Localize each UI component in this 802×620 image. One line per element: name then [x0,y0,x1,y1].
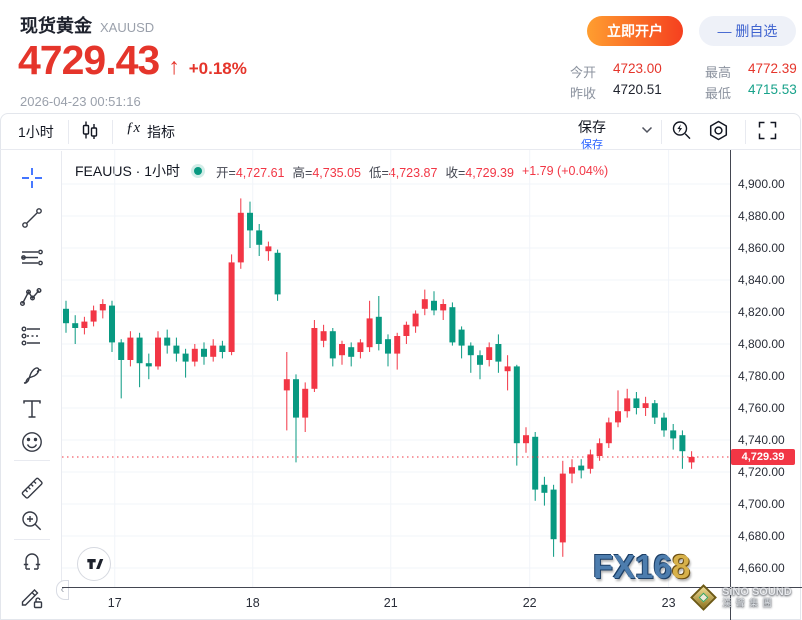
price-axis-label: 4,840.00 [738,273,785,287]
save-label: 保存 [578,119,606,135]
chevron-down-icon[interactable] [640,125,654,135]
magnet-tool-icon[interactable] [18,547,46,575]
symbol-header: 现货黄金 XAUUSD [20,12,154,38]
text-tool-icon[interactable] [18,395,46,423]
sidebar-divider [14,539,50,540]
stat-prevclose-label: 昨收 [570,86,597,101]
candlestick-chart[interactable] [62,150,730,587]
price-row: 4729.43 ↑ +0.18% [18,40,247,81]
chart-toolbar [0,114,800,150]
ruler-tool-icon[interactable] [18,474,46,502]
symbol-code: XAUUSD [100,20,155,35]
price-axis-label: 4,660.00 [738,561,785,575]
indicators-button[interactable]: 指标 [147,124,175,140]
change-percent: +0.18% [188,58,247,78]
legend-close: 收=4,729.39 [445,165,514,180]
chart-legend: FEAUUS · 1小时 开=4,727.61 高=4,735.05 低=4,7… [75,161,608,181]
settings-gear-icon[interactable] [707,119,730,142]
sino-sound-logo-icon [690,584,717,612]
time-axis-label: 21 [383,596,398,610]
sidebar-divider [14,460,50,461]
time-axis-label: 22 [522,596,537,610]
time-axis-line [62,587,802,588]
fx168-watermark: FX168 [593,548,691,585]
stat-high-value: 4772.39 [748,61,797,76]
up-arrow-icon: ↑ [168,53,180,80]
price-axis-label: 4,740.00 [738,433,785,447]
toolbar-divider [661,120,662,144]
price-axis-label: 4,680.00 [738,529,785,543]
sidebar-collapse-tab[interactable]: ‹ [56,580,69,600]
price-axis-label: 4,720.00 [738,465,785,479]
price-axis-label: 4,760.00 [738,401,785,415]
quick-search-icon[interactable] [670,119,693,142]
current-price-tag: 4,729.39 [731,448,795,465]
open-account-button[interactable]: 立即开户 [587,16,683,46]
crosshair-tool-icon[interactable] [18,164,46,192]
forecast-tool-icon[interactable] [18,322,46,350]
time-axis[interactable]: 17 18 21 22 23 [62,588,730,620]
save-button[interactable]: 保存 保存 [578,117,606,152]
drawing-tools-sidebar [1,151,62,609]
fullscreen-icon[interactable] [757,120,778,141]
price-axis-label: 4,800.00 [738,337,785,351]
time-axis-label: 17 [107,596,122,610]
toolbar-divider [112,120,113,144]
fx-icon[interactable]: ƒx [126,120,141,136]
stat-open-value: 4723.00 [613,61,662,76]
drawing-lock-tool-icon[interactable] [18,582,46,610]
stat-open-label: 今开 [570,65,597,80]
price-axis-line [730,150,731,620]
tradingview-logo-icon[interactable] [77,547,111,581]
time-axis-label: 18 [245,596,260,610]
price-axis-label: 4,780.00 [738,369,785,383]
remove-watchlist-button[interactable]: — 删自选 [699,16,796,46]
toolbar-divider [68,120,69,144]
price-axis-label: 4,900.00 [738,177,785,191]
price-axis-label: 4,880.00 [738,209,785,223]
trend-line-tool-icon[interactable] [18,204,46,232]
legend-change: +1.79 (+0.04%) [521,164,609,178]
toolbar-divider [745,120,746,144]
last-price: 4729.43 [18,37,160,83]
stat-prevclose-value: 4720.51 [613,82,662,97]
legend-open: 开=4,727.61 [216,165,285,180]
xabcd-pattern-tool-icon[interactable] [18,283,46,311]
stat-low-value: 4715.53 [748,82,797,97]
interval-selector[interactable]: 1小时 [18,124,54,140]
save-tooltip: 保存 [581,139,603,151]
price-axis-label: 4,860.00 [738,241,785,255]
brush-tool-icon[interactable] [18,361,46,389]
sino-sound-watermark: SiNO SOUND 漢聲集團 [690,584,792,612]
price-axis[interactable]: 4,900.00 4,880.00 4,860.00 4,840.00 4,820.00… [731,150,802,587]
legend-high: 高=4,735.05 [292,165,361,180]
quote-timestamp: 2026-04-23 00:51:16 [20,94,141,109]
fib-retracement-tool-icon[interactable] [18,244,46,272]
market-status-dot-icon [194,167,203,175]
stat-high-label: 最高 [705,65,732,80]
chart-style-candles-icon[interactable] [79,119,101,141]
symbol-name: 现货黄金 [20,16,92,36]
time-axis-label: 23 [661,596,676,610]
price-axis-label: 4,700.00 [738,497,785,511]
price-axis-label: 4,820.00 [738,305,785,319]
emoji-tool-icon[interactable] [18,428,46,456]
zoom-in-tool-icon[interactable] [18,507,46,535]
legend-series-title[interactable]: FEAUUS · 1小时 [75,163,181,179]
stat-low-label: 最低 [705,86,732,101]
legend-low: 低=4,723.87 [368,165,438,180]
